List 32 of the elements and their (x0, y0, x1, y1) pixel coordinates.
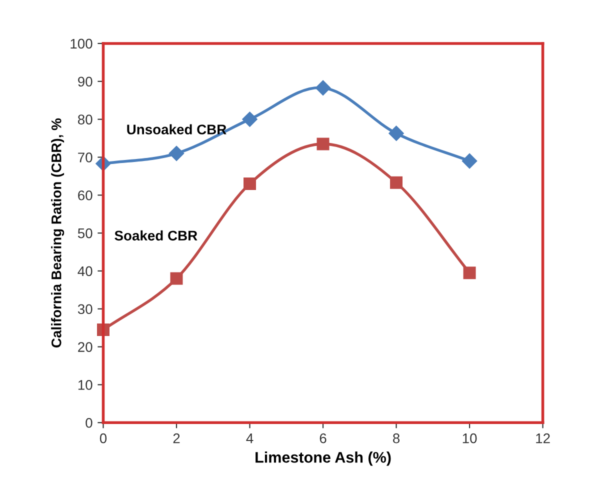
y-tick-label: 30 (78, 304, 92, 314)
y-tick-label: 0 (86, 418, 92, 428)
series-label: Unsoaked CBR (127, 124, 226, 134)
point (390, 176, 403, 189)
point (462, 153, 478, 169)
y-tick-label: 40 (78, 266, 92, 276)
point (463, 266, 476, 280)
y-tick-label: 80 (78, 114, 92, 124)
x-tick-label: 10 (462, 433, 477, 444)
point (315, 80, 331, 96)
y-tick-label: 90 (78, 76, 92, 87)
x-tick-label: 12 (536, 433, 550, 444)
point (170, 272, 183, 285)
series-label: Soaked CBR (114, 230, 198, 241)
y-axis-title: California Bearing Ration (CBR), % (51, 118, 64, 348)
x-tick-label: 2 (173, 433, 180, 444)
x-tick-label: 8 (393, 433, 400, 444)
point (242, 112, 258, 127)
point (168, 146, 184, 161)
y-tick-label: 100 (70, 38, 92, 49)
y-tick-label: 70 (78, 152, 92, 162)
x-tick-label: 6 (320, 433, 326, 444)
point (244, 178, 256, 190)
y-tick-label: 60 (78, 190, 92, 200)
x-axis-title: Limestone Ash (%) (256, 452, 391, 466)
x-tick-label: 0 (100, 433, 107, 444)
y-tick-label: 50 (78, 228, 92, 238)
y-tick-label: 10 (78, 380, 92, 390)
y-tick-label: 20 (78, 342, 92, 352)
point (316, 138, 330, 150)
point (388, 126, 404, 141)
x-tick-label: 4 (246, 434, 254, 444)
